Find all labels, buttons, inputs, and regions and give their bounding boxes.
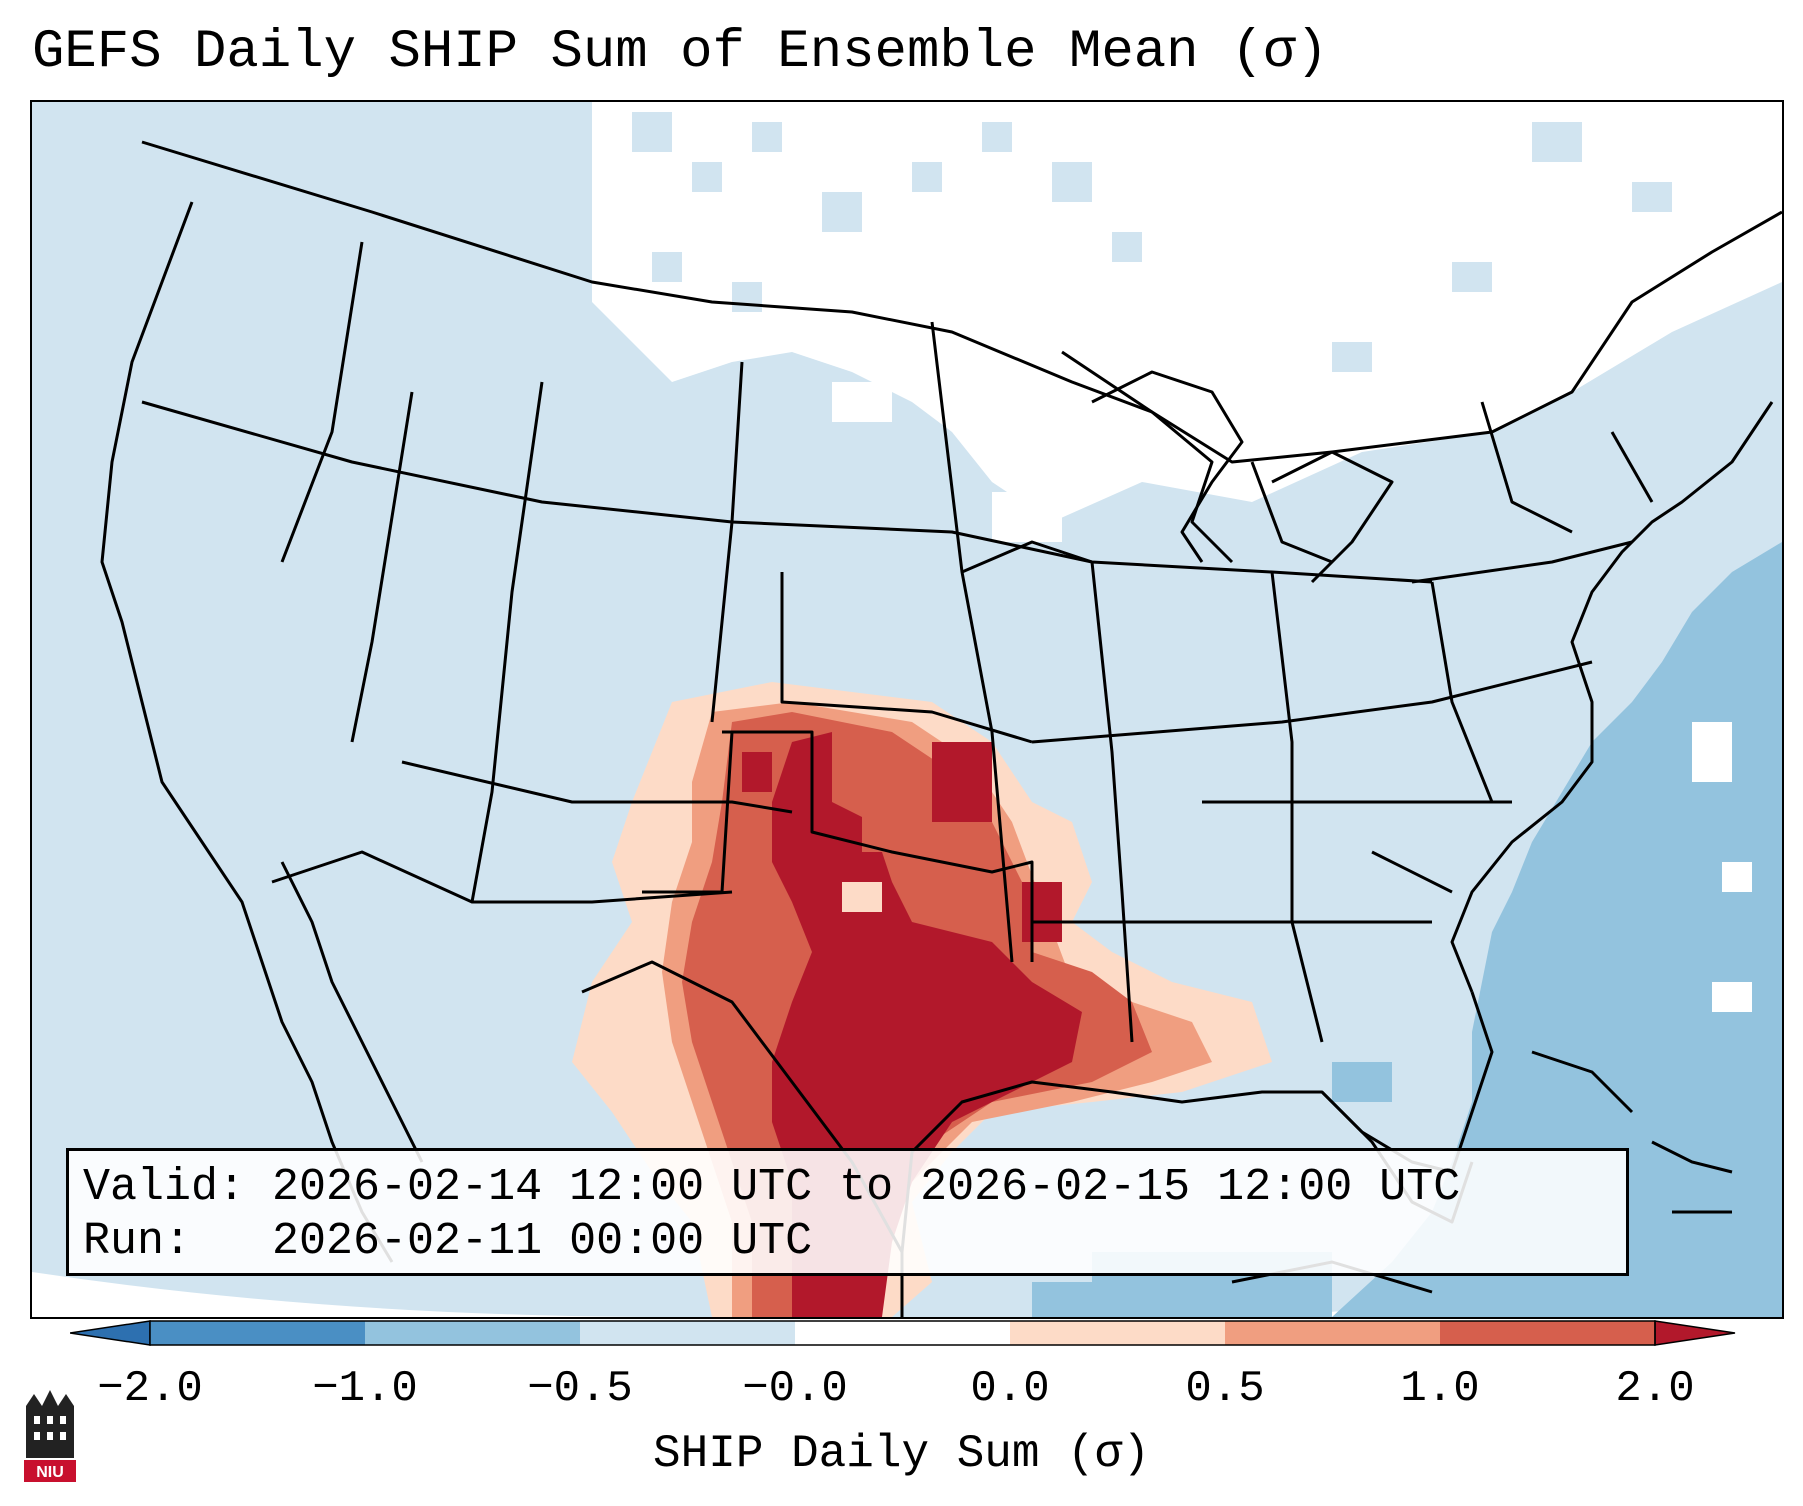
- tick-label: 0.5: [1185, 1364, 1265, 1414]
- run-time-text: Run: 2026-02-11 00:00 UTC: [83, 1216, 813, 1267]
- map-title: GEFS Daily SHIP Sum of Ensemble Mean (σ): [32, 22, 1329, 83]
- projection-edge-left: [32, 1272, 672, 1317]
- tick-label: −2.0: [97, 1364, 203, 1414]
- tick-label: 0.0: [970, 1364, 1050, 1414]
- colorbar-bin-7: [1440, 1321, 1655, 1345]
- niu-logo: NIU: [24, 1390, 76, 1482]
- atlantic-negative-region: [1332, 542, 1782, 1317]
- colorbar-bin-3: [580, 1321, 795, 1345]
- map-panel: [30, 100, 1784, 1319]
- colorbar-extend-low: [70, 1320, 151, 1346]
- colorbar-bin-4: [795, 1321, 1010, 1345]
- logo-text: NIU: [36, 1464, 64, 1481]
- colorbar-bin-1: [150, 1321, 365, 1345]
- colorbar-bin-6: [1225, 1321, 1440, 1345]
- tick-label: 2.0: [1615, 1364, 1695, 1414]
- colorbar: [70, 1320, 1736, 1346]
- tick-label: 1.0: [1400, 1364, 1480, 1414]
- map-canvas: [32, 102, 1782, 1317]
- near-zero-region: [592, 102, 1782, 542]
- colorbar-bin-5: [1010, 1321, 1225, 1345]
- tick-label: −0.5: [527, 1364, 633, 1414]
- colorbar-label: SHIP Daily Sum (σ): [653, 1428, 1150, 1480]
- light-blue-specks: [632, 112, 1672, 372]
- valid-time-text: Valid: 2026-02-14 12:00 UTC to 2026-02-1…: [83, 1162, 1461, 1213]
- tick-label: −0.0: [742, 1364, 848, 1414]
- tick-label: −1.0: [312, 1364, 418, 1414]
- valid-run-info-box: Valid: 2026-02-14 12:00 UTC to 2026-02-1…: [66, 1148, 1629, 1276]
- colorbar-bin-2: [365, 1321, 580, 1345]
- colorbar-extend-high: [1654, 1320, 1736, 1346]
- state-borders: [100, 140, 1782, 1317]
